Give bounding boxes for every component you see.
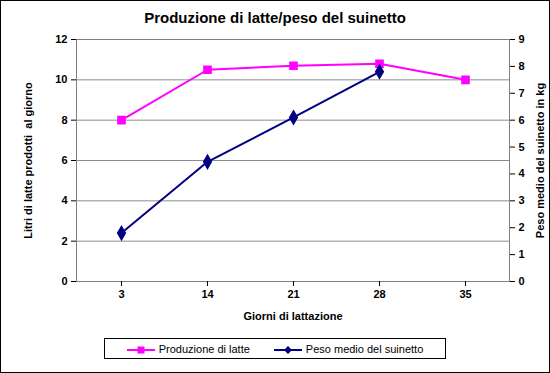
svg-text:8: 8 [519,60,525,72]
svg-text:Giorni di lattazione: Giorni di lattazione [243,310,342,322]
svg-text:Litri di latte prodotti al gi: Litri di latte prodotti al giorno [22,82,34,239]
svg-text:Peso medio del suinetto in kg: Peso medio del suinetto in kg [534,83,546,238]
svg-text:6: 6 [519,114,525,126]
svg-text:2: 2 [61,235,67,247]
html-text:Produzione di latte/peso del s: Produzione di latte/peso del suinetto [144,9,406,26]
svg-text:14: 14 [201,288,214,300]
svg-text:10: 10 [55,73,67,85]
svg-text:4: 4 [519,167,526,179]
svg-text:5: 5 [519,141,525,153]
svg-text:28: 28 [373,288,385,300]
svg-text:35: 35 [459,288,471,300]
html-text:Peso medio del suinetto: Peso medio del suinetto [305,343,424,355]
svg-text:3: 3 [519,194,525,206]
svg-text:6: 6 [61,154,67,166]
svg-text:1: 1 [519,248,525,260]
svg-text:0: 0 [61,275,67,287]
svg-text:12: 12 [55,33,67,45]
svg-text:7: 7 [519,87,525,99]
svg-text:2: 2 [519,221,525,233]
svg-text:3: 3 [118,288,124,300]
svg-text:0: 0 [519,275,525,287]
html-text:Produzione di latte: Produzione di latte [158,343,250,355]
svg-text:21: 21 [287,288,299,300]
svg-text:8: 8 [61,114,67,126]
svg-text:9: 9 [519,33,525,45]
svg-text:4: 4 [61,194,68,206]
